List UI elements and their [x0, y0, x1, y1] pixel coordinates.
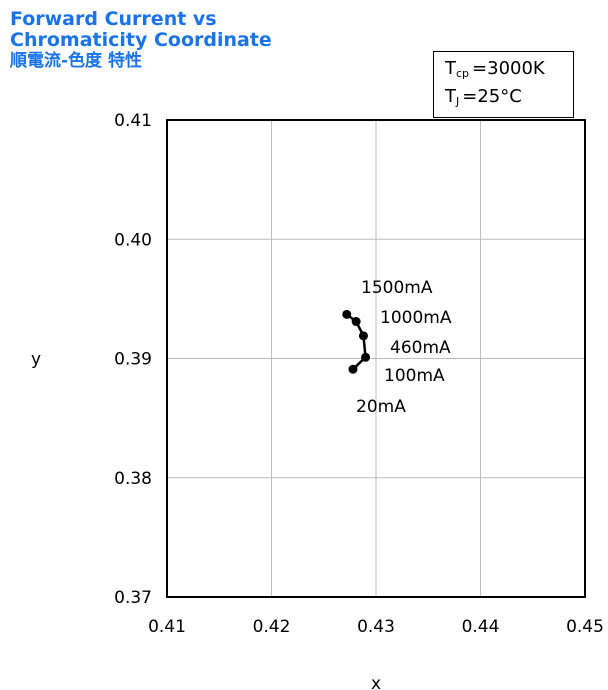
point-label: 1000mA: [380, 308, 452, 328]
data-series: [342, 309, 371, 374]
x-tick-label: 0.41: [148, 617, 186, 637]
data-point: [361, 352, 371, 362]
x-tick-label: 0.43: [357, 617, 395, 637]
data-point: [342, 309, 352, 319]
title-line-3: 順電流-色度 特性: [10, 51, 142, 71]
tcp-subscript: cp: [456, 67, 470, 80]
plot-frame: [166, 119, 586, 598]
data-point: [348, 364, 358, 374]
point-labels: 1500mA 1000mA 460mA 100mA 20mA: [356, 278, 452, 417]
chart-title: Forward Current vs Chromaticity Coordina…: [10, 8, 272, 72]
tcp-condition: Tcp =3000K: [445, 58, 545, 80]
tj-symbol: T: [445, 86, 456, 107]
x-tick-label: 0.45: [566, 617, 604, 637]
point-label: 1500mA: [361, 278, 433, 298]
grid-lines: [167, 120, 585, 597]
y-tick-label: 0.39: [114, 350, 152, 370]
point-label: 460mA: [390, 338, 451, 358]
y-tick-label: 0.41: [114, 111, 152, 131]
title-line-2: Chromaticity Coordinate: [10, 29, 272, 51]
y-tick-label: 0.38: [114, 469, 152, 489]
y-tick-label: 0.37: [114, 588, 152, 608]
tj-subscript: J: [456, 95, 460, 108]
x-axis-label: x: [371, 674, 381, 690]
title-line-1: Forward Current vs: [10, 8, 217, 30]
tj-value: =25°C: [462, 86, 522, 107]
data-point: [358, 331, 368, 341]
y-tick-labels: 0.37 0.38 0.39 0.40 0.41: [114, 111, 152, 608]
data-point: [351, 317, 361, 327]
y-axis-label: y: [31, 350, 41, 370]
point-label: 20mA: [356, 397, 406, 417]
x-tick-label: 0.44: [462, 617, 500, 637]
tcp-value: =3000K: [472, 58, 545, 79]
tj-condition: TJ =25°C: [445, 86, 522, 108]
y-tick-label: 0.40: [114, 230, 152, 250]
point-label: 100mA: [384, 366, 445, 386]
conditions-box: Tcp =3000K TJ =25°C: [433, 51, 574, 118]
x-tick-labels: 0.41 0.42 0.43 0.44 0.45: [148, 617, 604, 637]
x-tick-label: 0.42: [253, 617, 291, 637]
tcp-symbol: T: [445, 58, 456, 79]
